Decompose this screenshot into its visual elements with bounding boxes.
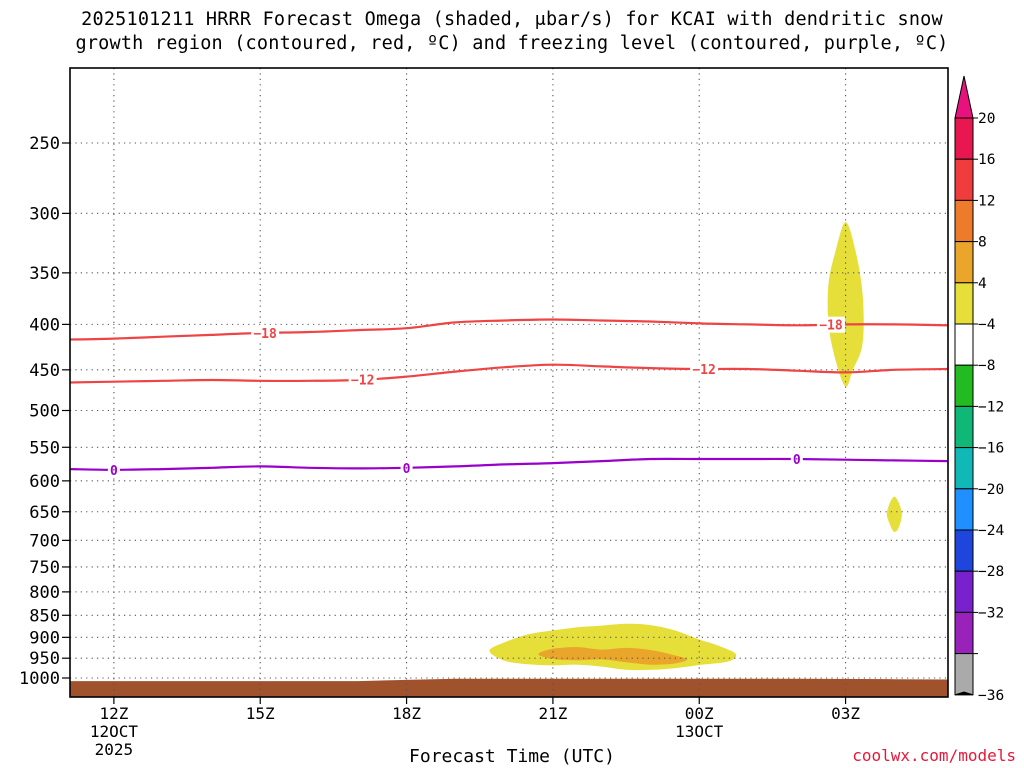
colorbar-label: 8 [978, 235, 987, 251]
contour-label-bg [107, 461, 120, 478]
colorbar-swatch-13 [954, 653, 974, 696]
colorbar-swatch-6 [954, 364, 974, 407]
x-tick-label: 00Z [685, 704, 714, 723]
contour-label: −12 [692, 363, 715, 378]
colorbar-label: −20 [978, 482, 1004, 498]
x-tick-label: 03Z [831, 704, 860, 723]
y-tick-label: 600 [29, 472, 60, 492]
y-tick-label: 550 [29, 438, 60, 458]
y-tick-label: 750 [29, 558, 60, 578]
source-credit-link[interactable]: coolwx.com/models [852, 746, 1016, 765]
x-tick-label: 18Z [392, 704, 421, 723]
colorbar-swatch-2 [954, 199, 974, 243]
colorbar-swatch-8 [954, 447, 974, 490]
colorbar-label: −32 [978, 605, 1004, 621]
y-tick-label: 700 [29, 531, 60, 551]
contour-line-1 [69, 363, 949, 384]
colorbar-swatch-9 [954, 488, 974, 531]
colorbar-label: −12 [978, 399, 1004, 415]
colorbar-swatch-3 [954, 241, 974, 284]
contour-label: −12 [351, 374, 374, 389]
contour-label: −18 [253, 327, 277, 342]
x-tick-year-label: 2025 [95, 740, 134, 759]
colorbar-swatch-11 [954, 570, 974, 613]
chart-title-line-1: 2025101211 HRRR Forecast Omega (shaded, … [81, 9, 943, 30]
colorbar-label: −24 [978, 523, 1004, 539]
y-tick-label: 450 [29, 361, 60, 381]
contour-label-bg [251, 324, 280, 341]
y-tick-label: 400 [29, 315, 60, 335]
contour-label: 0 [110, 464, 118, 479]
contour-label: 0 [403, 462, 411, 477]
colorbar-top-extension [954, 75, 974, 119]
chart-title-line-2: growth region (contoured, red, ºC) and f… [75, 33, 949, 54]
y-tick-label: 900 [29, 628, 60, 648]
y-tick-label: 300 [29, 204, 60, 224]
y-tick-label: 650 [29, 503, 60, 523]
x-tick-date-label: 13OCT [675, 722, 724, 741]
plot-frame [69, 67, 949, 698]
y-tick-label: 350 [29, 264, 60, 284]
colorbar-label: −36 [978, 688, 1004, 704]
colorbar-label: −16 [978, 441, 1004, 457]
x-tick-label: 15Z [246, 704, 275, 723]
colorbar-swatch-10 [954, 529, 974, 572]
contour-label-bg [400, 459, 413, 476]
y-tick-label: 800 [29, 583, 60, 603]
colorbar-swatch-0 [954, 117, 974, 160]
terrain-fill [70, 678, 948, 697]
omega-shaded-region-1 [886, 496, 902, 533]
x-tick-date-label: 12OCT [90, 722, 139, 741]
contour-label-bg [790, 451, 803, 468]
y-tick-label: 950 [29, 649, 60, 669]
x-tick-label: 21Z [538, 704, 567, 723]
colorbar-swatch-5 [954, 323, 974, 366]
y-tick-label: 1000 [19, 669, 60, 689]
colorbar-swatch-12 [954, 611, 974, 655]
omega-shaded-region-0 [827, 222, 864, 387]
omega-shaded-region-3 [538, 647, 687, 665]
contour-label-bg [816, 316, 845, 333]
y-tick-label: 850 [29, 606, 60, 626]
colorbar-label: −4 [978, 317, 996, 333]
y-tick-label: 250 [29, 134, 60, 154]
colorbar-label: 16 [978, 152, 995, 168]
colorbar-swatch-4 [954, 282, 974, 325]
colorbar-label: −28 [978, 564, 1004, 580]
colorbar-label: 4 [978, 276, 987, 292]
colorbar-label: 20 [978, 111, 995, 127]
contour-line-2 [69, 457, 949, 471]
contour-label: 0 [793, 453, 801, 468]
y-tick-label: 500 [29, 402, 60, 422]
colorbar-label: 12 [978, 193, 995, 209]
colorbar-label: −8 [978, 358, 995, 374]
x-tick-label: 12Z [99, 704, 128, 723]
contour-label-bg [348, 371, 377, 388]
colorbar-swatch-7 [954, 405, 974, 449]
contour-label: −18 [819, 319, 843, 334]
contour-line-0 [69, 318, 949, 341]
colorbar-swatch-1 [954, 158, 974, 201]
colorbar-bottom-extension [954, 691, 974, 696]
contour-label-bg [690, 360, 719, 377]
x-axis-label: Forecast Time (UTC) [409, 746, 615, 767]
